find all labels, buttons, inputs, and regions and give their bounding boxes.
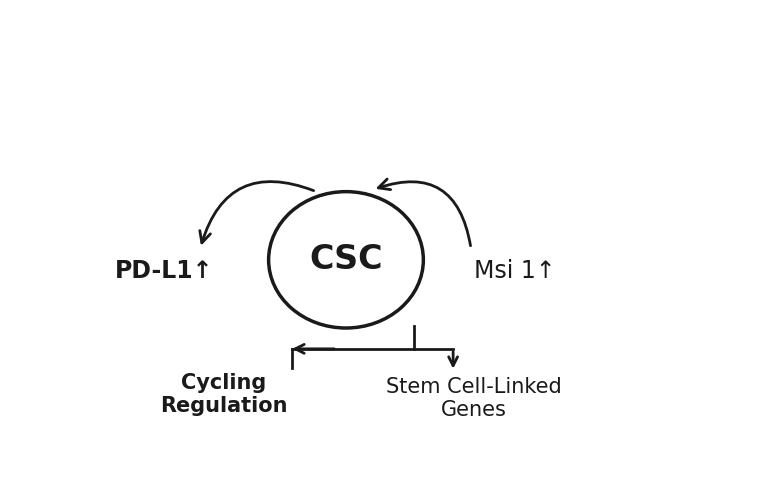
Text: Stem Cell-Linked
Genes: Stem Cell-Linked Genes: [386, 376, 562, 420]
Text: Cycling
Regulation: Cycling Regulation: [161, 373, 288, 416]
Text: Msi 1↑: Msi 1↑: [474, 259, 555, 283]
Text: CSC: CSC: [310, 244, 382, 277]
Text: PD-L1↑: PD-L1↑: [115, 259, 214, 283]
